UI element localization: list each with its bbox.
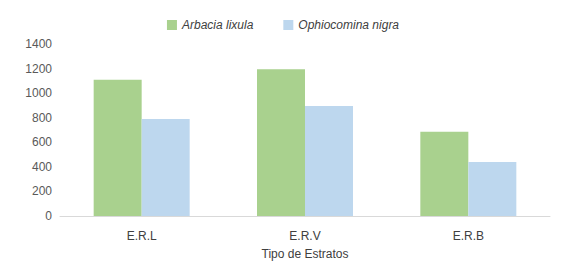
- svg-text:Ophiocomina nigra: Ophiocomina nigra: [298, 18, 399, 32]
- svg-text:600: 600: [32, 135, 52, 149]
- svg-text:Arbacia lixula: Arbacia lixula: [181, 18, 254, 32]
- svg-text:800: 800: [32, 111, 52, 125]
- svg-text:E.R.V: E.R.V: [289, 229, 320, 243]
- svg-text:400: 400: [32, 160, 52, 174]
- svg-text:Tipo de Estratos: Tipo de Estratos: [262, 247, 349, 261]
- svg-text:E.R.L: E.R.L: [127, 229, 157, 243]
- svg-text:200: 200: [32, 184, 52, 198]
- svg-text:1000: 1000: [25, 86, 52, 100]
- svg-text:1400: 1400: [25, 37, 52, 51]
- svg-text:1200: 1200: [25, 62, 52, 76]
- svg-text:E.R.B: E.R.B: [453, 229, 484, 243]
- svg-text:0: 0: [45, 209, 52, 223]
